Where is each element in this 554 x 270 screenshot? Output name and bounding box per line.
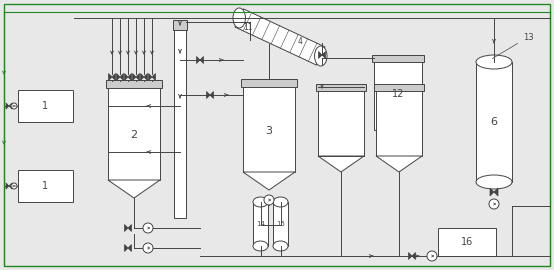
Text: 4: 4 bbox=[297, 38, 302, 46]
Circle shape bbox=[11, 183, 17, 189]
Bar bbox=[376, 87, 422, 156]
Polygon shape bbox=[243, 172, 295, 190]
Text: 16: 16 bbox=[461, 237, 473, 247]
Polygon shape bbox=[112, 73, 115, 80]
Polygon shape bbox=[128, 73, 131, 80]
Bar bbox=[174, 22, 186, 218]
Text: 1: 1 bbox=[42, 181, 48, 191]
Polygon shape bbox=[152, 73, 156, 80]
Bar bbox=[243, 82, 295, 172]
Circle shape bbox=[489, 199, 499, 209]
Polygon shape bbox=[9, 103, 12, 109]
Polygon shape bbox=[125, 224, 128, 231]
Polygon shape bbox=[132, 73, 136, 80]
Circle shape bbox=[264, 195, 274, 205]
Polygon shape bbox=[120, 73, 124, 80]
Text: 14: 14 bbox=[256, 221, 265, 227]
Text: 13: 13 bbox=[522, 33, 534, 42]
Polygon shape bbox=[322, 52, 326, 59]
Ellipse shape bbox=[315, 46, 327, 66]
Polygon shape bbox=[210, 92, 213, 99]
Ellipse shape bbox=[476, 55, 512, 69]
Polygon shape bbox=[408, 252, 412, 259]
Polygon shape bbox=[319, 52, 322, 59]
Text: 6: 6 bbox=[490, 117, 497, 127]
Ellipse shape bbox=[273, 241, 288, 251]
Polygon shape bbox=[148, 73, 152, 80]
Polygon shape bbox=[197, 56, 200, 63]
Text: 15: 15 bbox=[276, 221, 285, 227]
Polygon shape bbox=[9, 183, 12, 189]
Circle shape bbox=[427, 251, 437, 261]
Bar bbox=[374, 58, 422, 130]
Polygon shape bbox=[318, 156, 364, 172]
Circle shape bbox=[143, 243, 153, 253]
Bar bbox=[374, 84, 424, 91]
Polygon shape bbox=[6, 103, 9, 109]
Bar bbox=[318, 87, 364, 156]
Bar bbox=[106, 80, 162, 88]
Polygon shape bbox=[125, 245, 128, 251]
Ellipse shape bbox=[476, 175, 512, 189]
Polygon shape bbox=[412, 252, 416, 259]
Circle shape bbox=[143, 223, 153, 233]
Text: 1: 1 bbox=[42, 101, 48, 111]
Bar bbox=[253, 202, 268, 246]
Polygon shape bbox=[494, 188, 498, 196]
Bar bbox=[108, 83, 160, 180]
Ellipse shape bbox=[253, 241, 268, 251]
Circle shape bbox=[11, 103, 17, 109]
Polygon shape bbox=[116, 73, 120, 80]
Polygon shape bbox=[207, 92, 210, 99]
Bar bbox=[173, 20, 187, 30]
Bar bbox=[18, 170, 73, 202]
Polygon shape bbox=[141, 73, 144, 80]
Polygon shape bbox=[136, 73, 140, 80]
Bar bbox=[273, 202, 288, 246]
Ellipse shape bbox=[253, 197, 268, 207]
Text: 3: 3 bbox=[265, 126, 273, 136]
Bar bbox=[476, 62, 512, 182]
Polygon shape bbox=[200, 56, 203, 63]
Bar bbox=[372, 55, 424, 62]
Polygon shape bbox=[108, 180, 160, 198]
Polygon shape bbox=[128, 224, 131, 231]
Bar bbox=[18, 90, 73, 122]
Polygon shape bbox=[376, 156, 422, 172]
Bar bbox=[316, 84, 366, 91]
Bar bbox=[438, 228, 496, 256]
Polygon shape bbox=[235, 9, 325, 65]
Polygon shape bbox=[125, 73, 128, 80]
Text: 2: 2 bbox=[130, 130, 137, 140]
Polygon shape bbox=[144, 73, 147, 80]
Polygon shape bbox=[6, 183, 9, 189]
Ellipse shape bbox=[273, 197, 288, 207]
Ellipse shape bbox=[233, 8, 245, 28]
Text: 11: 11 bbox=[243, 22, 253, 32]
Polygon shape bbox=[128, 245, 131, 251]
Text: 12: 12 bbox=[392, 89, 404, 99]
Bar bbox=[241, 79, 297, 87]
Polygon shape bbox=[109, 73, 112, 80]
Polygon shape bbox=[490, 188, 494, 196]
